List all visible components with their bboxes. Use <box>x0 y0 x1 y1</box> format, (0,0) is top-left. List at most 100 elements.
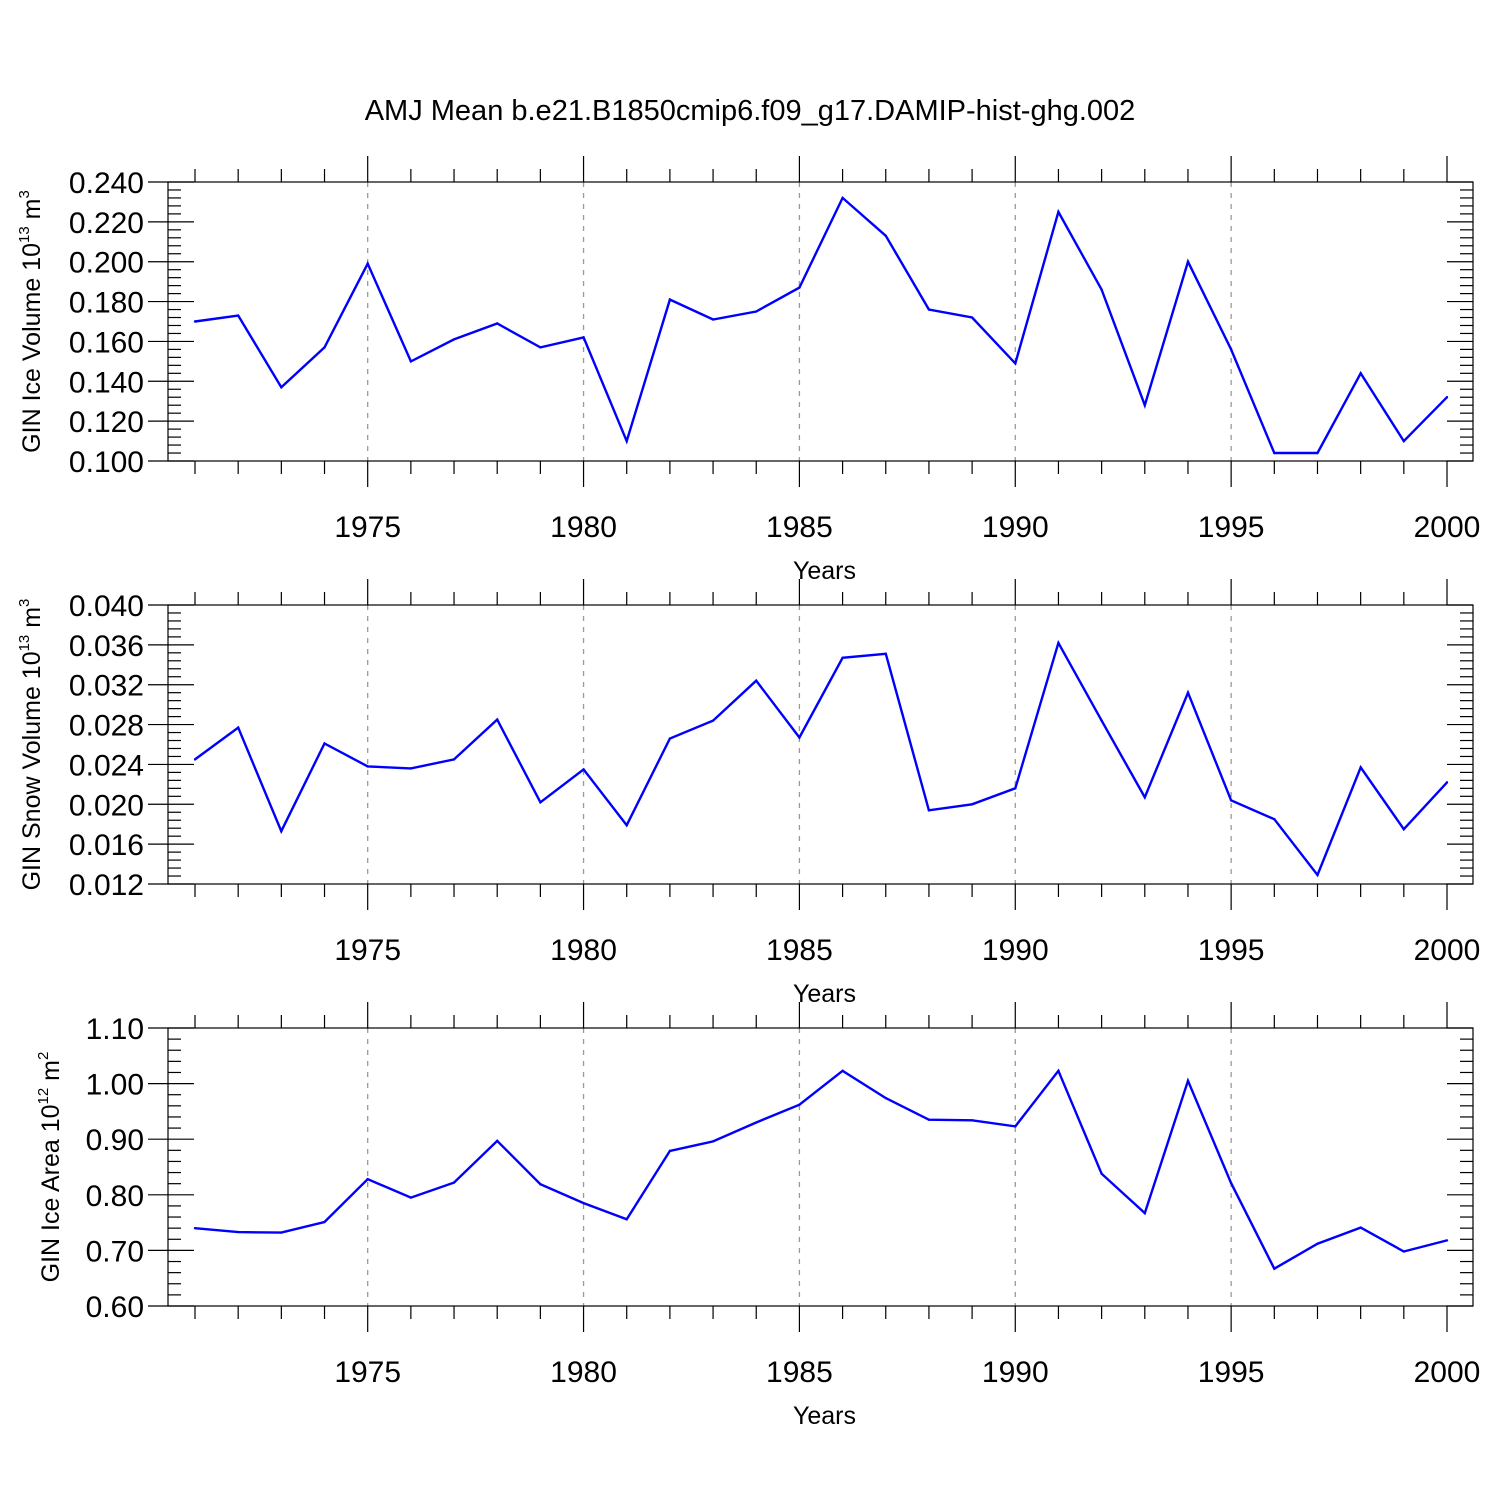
data-point-1987 <box>884 234 887 238</box>
data-point-1983 <box>711 318 715 321</box>
data-point-1981 <box>625 439 628 443</box>
y-tick-label: 0.040 <box>69 590 144 623</box>
y-tick-label: 1.10 <box>86 1013 144 1046</box>
x-tick-label: 1975 <box>334 1356 401 1389</box>
data-point-1976 <box>409 360 413 363</box>
data-point-1997 <box>1316 451 1319 455</box>
plot-frame <box>167 1027 1474 1307</box>
data-point-1992 <box>1100 288 1103 291</box>
y-tick-label: 0.036 <box>69 630 144 663</box>
x-tick-label: 1990 <box>982 511 1049 544</box>
data-point-1975 <box>366 1178 369 1181</box>
data-point-1983 <box>711 719 715 722</box>
data-point-1996 <box>1273 1267 1276 1270</box>
y-tick-label: 0.020 <box>69 789 144 822</box>
y-axis-title: GIN Ice Volume 1013 m3 <box>16 190 46 453</box>
x-tick-label: 1985 <box>766 511 833 544</box>
plot-frame <box>167 604 1474 885</box>
y-tick-label: 0.028 <box>69 710 144 743</box>
y-tick-label: 0.012 <box>69 869 144 902</box>
data-point-1984 <box>755 310 758 313</box>
x-tick-label: 1985 <box>766 934 833 967</box>
data-point-1990 <box>1014 787 1017 790</box>
data-point-1984 <box>755 679 758 682</box>
data-point-1985 <box>798 286 801 289</box>
x-tick-label: 1980 <box>550 511 617 544</box>
data-point-1972 <box>236 1230 240 1234</box>
data-point-1989 <box>970 803 974 806</box>
y-tick-label: 0.016 <box>69 829 144 862</box>
data-point-1990 <box>1014 1125 1017 1128</box>
data-point-1977 <box>452 758 456 761</box>
data-point-1992 <box>1100 1172 1103 1175</box>
data-point-1981 <box>625 824 628 827</box>
data-point-1994 <box>1186 1079 1190 1083</box>
data-point-1988 <box>927 1118 931 1121</box>
data-point-2000 <box>1445 781 1449 784</box>
x-axis-title: Years <box>793 557 856 585</box>
data-point-1978 <box>496 322 499 325</box>
data-point-1975 <box>366 262 369 265</box>
data-point-1995 <box>1229 348 1233 351</box>
series-line <box>194 1068 1448 1271</box>
data-point-1982 <box>668 298 672 301</box>
data-point-1980 <box>582 336 585 339</box>
data-point-1973 <box>280 1231 283 1234</box>
data-point-1999 <box>1402 827 1406 831</box>
panel-2: 1975 1980 1985 1990 1995 2000 0.012 0.016 0.020 0… <box>16 579 1480 1008</box>
x-tick-label: 1990 <box>982 1356 1049 1389</box>
data-point-1985 <box>798 736 801 739</box>
data-point-1977 <box>452 338 456 341</box>
data-point-1981 <box>625 1218 628 1221</box>
data-point-1985 <box>798 1103 801 1106</box>
data-point-1986 <box>841 656 844 660</box>
data-point-1978 <box>496 1139 499 1143</box>
data-point-1991 <box>1057 210 1060 214</box>
data-point-1971 <box>193 758 197 761</box>
data-point-1988 <box>927 809 931 812</box>
x-tick-label: 2000 <box>1414 934 1481 967</box>
y-tick-label: 1.00 <box>86 1069 144 1102</box>
data-point-1978 <box>496 718 499 721</box>
data-point-1971 <box>193 1226 197 1230</box>
data-point-1980 <box>582 768 585 771</box>
data-point-1977 <box>452 1181 456 1184</box>
data-point-1998 <box>1359 766 1362 769</box>
data-point-1976 <box>409 767 413 770</box>
x-tick-label: 1980 <box>550 934 617 967</box>
data-point-1989 <box>970 1119 974 1122</box>
data-point-2000 <box>1445 396 1449 399</box>
x-tick-label: 2000 <box>1414 511 1481 544</box>
x-tick-label: 1975 <box>334 511 401 544</box>
panel-1: 1975 1980 1985 1990 1995 2000 0.100 0.120 0.140 0… <box>16 156 1480 585</box>
y-tick-label: 0.100 <box>69 446 144 479</box>
y-tick-label: 0.180 <box>69 287 144 320</box>
data-point-1998 <box>1359 372 1362 375</box>
y-tick-label: 0.160 <box>69 326 144 359</box>
data-point-1991 <box>1057 641 1060 645</box>
y-tick-label: 0.220 <box>69 207 144 240</box>
data-point-1980 <box>582 1201 585 1205</box>
data-point-1982 <box>668 1149 672 1153</box>
x-tick-label: 1995 <box>1198 934 1265 967</box>
series-line <box>194 195 1448 455</box>
x-axis-title: Years <box>793 980 856 1008</box>
data-point-1992 <box>1100 719 1103 722</box>
data-point-1995 <box>1229 799 1233 802</box>
x-tick-label: 1975 <box>334 934 401 967</box>
y-axis-title: GIN Snow Volume 1013 m3 <box>16 599 46 891</box>
y-tick-label: 0.140 <box>69 366 144 399</box>
y-axis-title: GIN Ice Area 1012 m2 <box>35 1052 65 1283</box>
series-line <box>194 639 1448 878</box>
data-point-1979 <box>539 801 542 804</box>
x-tick-label: 1995 <box>1198 511 1265 544</box>
x-tick-label: 1990 <box>982 934 1049 967</box>
data-point-1974 <box>323 742 326 745</box>
chart-title: AMJ Mean b.e21.B1850cmip6.f09_g17.DAMIP-… <box>365 95 1136 127</box>
y-tick-label: 0.70 <box>86 1235 144 1268</box>
data-point-1974 <box>323 346 326 349</box>
data-point-1996 <box>1273 451 1276 455</box>
data-point-1987 <box>884 1096 887 1100</box>
data-point-1983 <box>711 1140 715 1143</box>
